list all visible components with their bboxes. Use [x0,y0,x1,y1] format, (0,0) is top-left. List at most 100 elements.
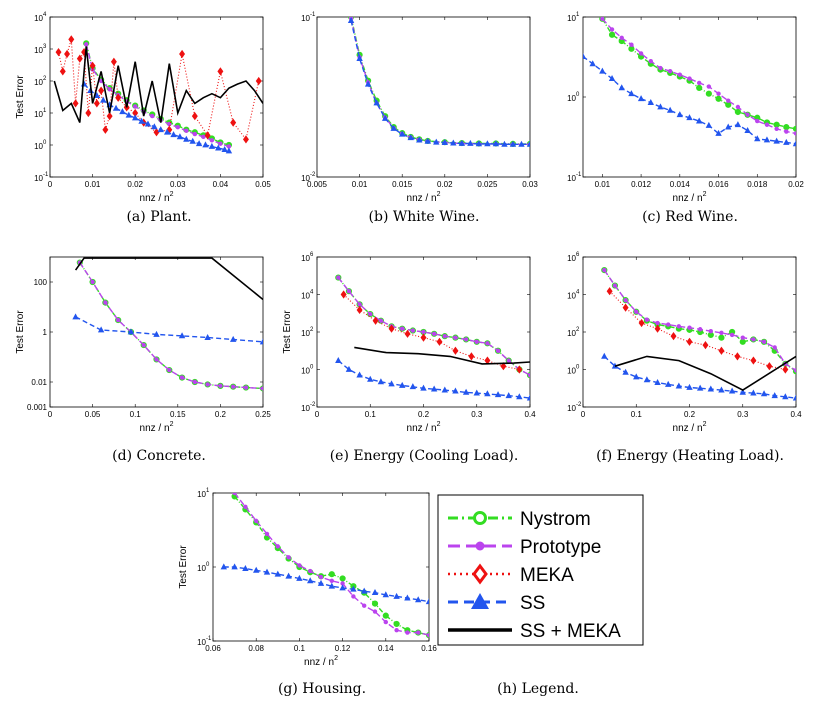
y-tick-label-g: 10 [197,638,206,647]
data-point-prototype-c [735,104,741,110]
legend-marker-meka [472,563,488,585]
data-point-ss-c [628,90,635,97]
data-point-ss-f [633,373,640,380]
data-point-meka-e [420,333,427,342]
data-point-prototype-f [761,339,767,345]
data-point-nystrom-c [725,101,732,108]
legend-marker-prototype [475,541,485,551]
x-tick-label-g: 0.08 [248,644,264,653]
x-tick-label-d: 0.25 [255,410,271,419]
y-tick-base-a: 10 [34,142,43,151]
data-point-ss-b [424,137,431,144]
data-point-meka-e [468,352,475,361]
x-tick-label-f: 0 [581,410,586,419]
data-point-ss-e [441,386,448,393]
data-point-ss-f [771,392,778,399]
data-point-ss-e [526,394,530,401]
data-point-ss-g [231,563,238,570]
data-point-ss-c [657,103,664,110]
data-point-prototype-f [708,329,713,334]
y-tick-exp-f: -2 [576,402,582,408]
data-point-nystrom-g [382,612,389,619]
data-point-meka-a [98,86,105,95]
data-point-meka-a [106,111,113,121]
data-point-meka-e [356,305,363,315]
data-point-prototype-d [243,385,249,390]
data-point-meka-a [85,108,92,118]
data-point-ss-b [458,139,466,146]
data-point-prototype-c [745,112,750,117]
data-point-meka-f [734,352,741,361]
x-tick-label-d: 0.2 [215,410,227,419]
y-tick-base-a: 10 [34,110,43,119]
data-point-prototype-g [329,578,334,584]
series-line-ss-f [603,355,796,399]
data-point-meka-e [340,290,347,299]
y-tick-exp-a: 1 [43,108,47,114]
data-point-prototype-f [751,337,756,342]
series-line-nystrom-f [603,269,796,372]
series-line-prototype-f [603,269,796,371]
data-point-ss-d [229,335,237,342]
data-point-ss-c [608,74,616,81]
data-point-ss-a [225,147,233,154]
data-point-nystrom-c [783,124,790,131]
data-point-ss-f [718,386,725,393]
y-tick-exp-e: 0 [310,365,314,371]
data-point-meka-f [638,318,645,328]
data-point-ss-e [399,381,406,388]
y-tick-exp-g: 1 [206,488,210,494]
data-point-ss-e [367,375,374,382]
data-point-ss-a [189,137,196,144]
y-tick-label-e: 10 [301,404,310,413]
y-tick-base-e: 10 [301,367,310,376]
y-tick-exp-f: 0 [576,365,580,371]
y-tick-base-a: 10 [34,174,43,183]
data-point-prototype-c [784,129,789,134]
series-group-e [335,274,530,401]
data-point-ss-f [601,352,608,359]
series-line-nystrom-g [234,495,429,636]
data-point-prototype-c [629,42,634,47]
data-point-meka-a [68,35,75,44]
data-point-ss-f [654,379,661,386]
data-point-ss-a [144,120,152,127]
legend-label-nystrom: Nystrom [520,509,591,530]
data-point-prototype-f [623,297,628,303]
y-tick-exp-e: -2 [310,402,316,408]
data-point-ss-c [695,117,703,124]
data-point-ss-e [516,393,523,400]
data-point-meka-a [64,49,71,59]
y-tick-base-c: 10 [567,174,576,183]
series-group-d [72,257,263,392]
data-point-ss-f [707,385,714,392]
series-group-c [583,17,796,147]
x-tick-label-b: 0.01 [352,180,368,189]
x-axis-label-superscript: 2 [437,191,441,198]
data-point-ss-g [253,566,260,573]
y-tick-label-a: 10 [34,14,43,23]
data-point-ss-g [220,563,227,570]
data-point-prototype-a [218,141,223,146]
x-tick-label-b: 0.02 [437,180,453,189]
x-tick-label-f: 0.3 [737,410,749,419]
x-tick-label-b: 0.015 [392,180,413,189]
y-axis-label-g: Test Error [178,545,189,589]
data-point-ss-d [178,332,186,339]
y-tick-label-c: 10 [567,14,576,23]
data-point-prototype-g [297,563,302,568]
legend-marker-nystrom [473,511,487,525]
data-point-meka-e [404,329,411,338]
data-point-prototype-e [378,318,384,323]
data-point-prototype-c [600,17,605,21]
data-point-ss-g [242,565,249,572]
x-axis-label-text: nnz / n [407,423,437,434]
data-point-meka-a [115,93,122,102]
data-point-ss-c [589,60,596,67]
y-tick-base-f: 10 [567,254,576,263]
data-point-meka-a [179,49,186,59]
data-point-ss-e [335,356,342,363]
data-point-ss-a [100,96,107,103]
y-tick-label-c: 10 [567,94,576,103]
